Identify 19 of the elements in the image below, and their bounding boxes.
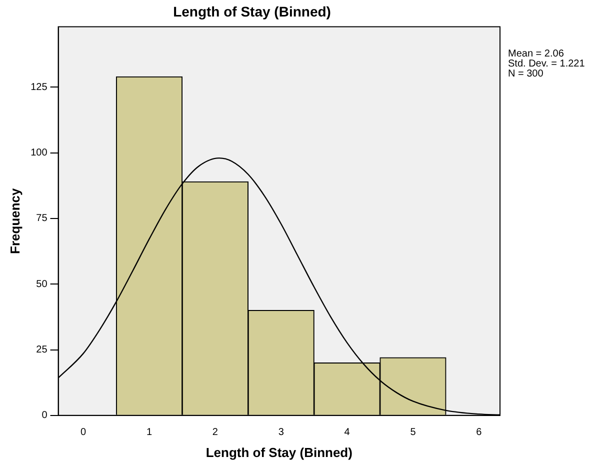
y-tick-label: 75 (36, 213, 48, 224)
chart-title: Length of Stay (Binned) (173, 3, 331, 20)
text: Mean = 2.06 (508, 48, 564, 60)
x-tick-label: 5 (410, 427, 416, 438)
y-tick-label: 125 (30, 82, 48, 93)
y-tick-label: 0 (42, 410, 48, 422)
x-axis-title: Length of Stay (Binned) (206, 444, 352, 460)
y-tick-label: 25 (36, 344, 48, 356)
y-axis-title: Frequency (7, 187, 22, 254)
y-tick-label: 50 (36, 278, 48, 290)
text: N = 300 (508, 68, 544, 80)
x-tick-label: 3 (278, 427, 284, 438)
x-tick-label: 1 (146, 427, 152, 438)
y-tick-label: 100 (30, 148, 48, 159)
x-tick-label: 4 (344, 427, 350, 438)
x-tick-label: 6 (476, 427, 482, 438)
text: Std. Dev. = 1.221 (508, 58, 586, 70)
x-tick-label: 0 (80, 427, 87, 438)
x-tick-label: 2 (212, 427, 218, 438)
